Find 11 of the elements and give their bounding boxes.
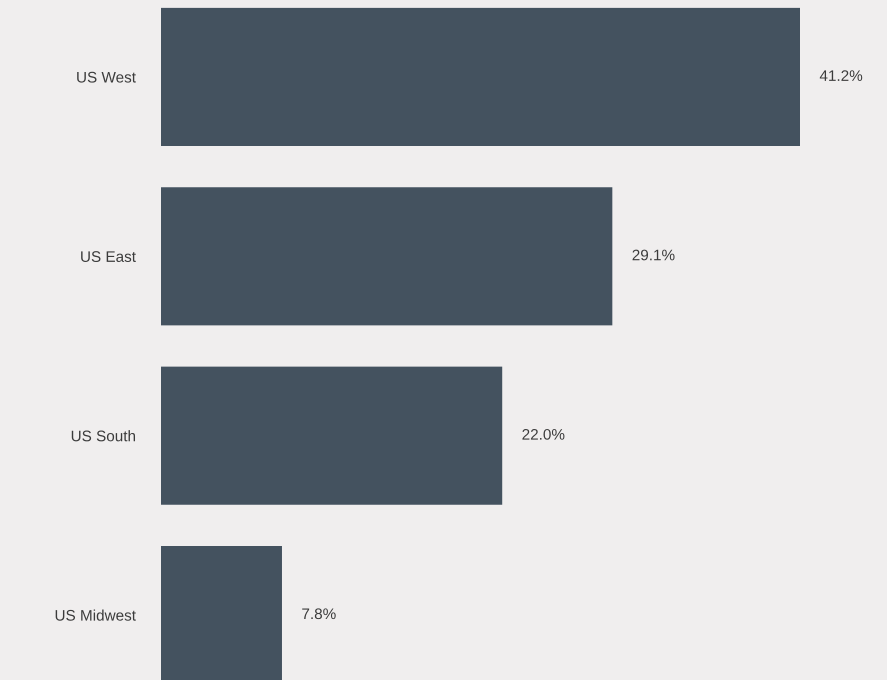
bar [161, 366, 502, 505]
bar [161, 8, 800, 146]
data-label: 22.0% [522, 428, 564, 440]
data-label: 41.2% [820, 70, 862, 81]
y-tick-label: US West [77, 72, 136, 83]
y-tick-label: US Midwest [56, 610, 136, 621]
data-label: 7.8% [302, 608, 336, 620]
y-tick-label: US East [81, 251, 136, 262]
bar [161, 187, 612, 326]
data-label: 29.1% [632, 250, 675, 260]
y-tick-label: US South [72, 430, 136, 442]
